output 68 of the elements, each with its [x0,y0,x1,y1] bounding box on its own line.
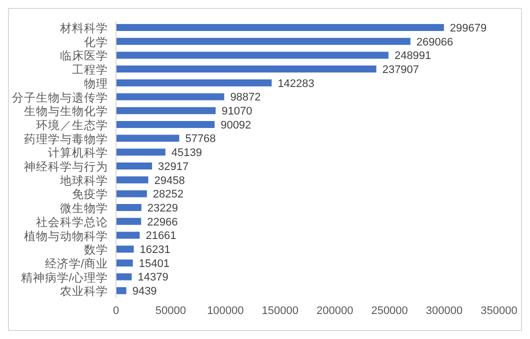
data-label: 15401 [138,258,170,270]
x-tick-label: 200000 [316,304,354,317]
x-tick-label: 300000 [426,304,463,317]
y-tick-label: 经济学/商业 [44,256,108,270]
bar [116,52,388,59]
y-tick-label: 社会科学总论 [36,216,108,229]
y-tick-label: 微生物学 [60,202,108,216]
data-label: 9439 [132,286,157,298]
y-tick-label: 精神病学/心理学 [20,270,108,284]
y-tick-label: 计算机科学 [48,146,108,160]
x-tick-label: 0 [112,304,120,317]
bar [116,246,134,253]
y-tick-label: 药理学与毒物学 [24,132,108,146]
data-label: 28252 [152,188,184,201]
data-label: 22966 [147,216,178,228]
data-label: 45139 [171,147,202,160]
y-tick-label: 分子生物与遗传学 [12,91,108,104]
data-label: 248991 [394,50,432,62]
y-tick-label: 材料科学 [59,22,108,36]
data-label: 57768 [185,133,216,146]
y-tick-label: 工程学 [72,64,108,77]
bar [116,148,166,156]
data-label: 91070 [222,106,252,118]
bar [116,287,126,294]
y-tick-label: 化学 [84,36,108,49]
y-tick-label: 临床医学 [60,48,108,63]
data-label: 269066 [416,36,454,48]
x-tick-label: 250000 [371,304,408,317]
data-label: 237907 [382,64,420,76]
bar [116,176,148,184]
data-label: 14379 [138,272,168,284]
data-label: 29458 [154,174,185,187]
y-tick-label: 环境／生态学 [36,118,108,132]
bar [116,66,376,73]
data-label: 299679 [450,22,487,34]
bar [116,38,410,45]
data-label: 142283 [278,78,314,90]
x-tick-label: 150000 [262,304,298,317]
bar [116,107,216,114]
y-tick-label: 数学 [84,244,108,257]
bar [116,120,215,128]
bar [116,259,133,266]
y-tick-label: 农业科学 [60,285,108,298]
bar [116,24,444,31]
bar [116,190,147,198]
x-tick-label: 100000 [207,304,244,317]
data-label: 21661 [146,230,176,242]
y-tick-label: 植物与动物科学 [24,230,108,243]
bar [116,273,132,280]
bar [116,93,224,100]
y-tick-label: 神经科学与行为 [24,160,108,174]
data-label: 16231 [140,244,170,256]
bar [116,162,152,170]
data-label: 32917 [158,160,189,173]
y-tick-label: 物理 [84,77,108,90]
bar [116,218,142,225]
data-label: 23229 [147,202,178,214]
bar [116,79,272,86]
bar [116,232,140,239]
bar [116,204,142,212]
y-tick-label: 生物与生物化学 [24,105,108,118]
x-tick-label: 50000 [155,304,186,317]
y-tick-label: 免疫学 [72,188,108,202]
data-label: 90092 [220,119,252,132]
bar [116,134,180,142]
y-tick-label: 地球科学 [59,174,108,188]
x-tick-label: 350000 [480,304,518,317]
data-label: 98872 [230,92,261,104]
